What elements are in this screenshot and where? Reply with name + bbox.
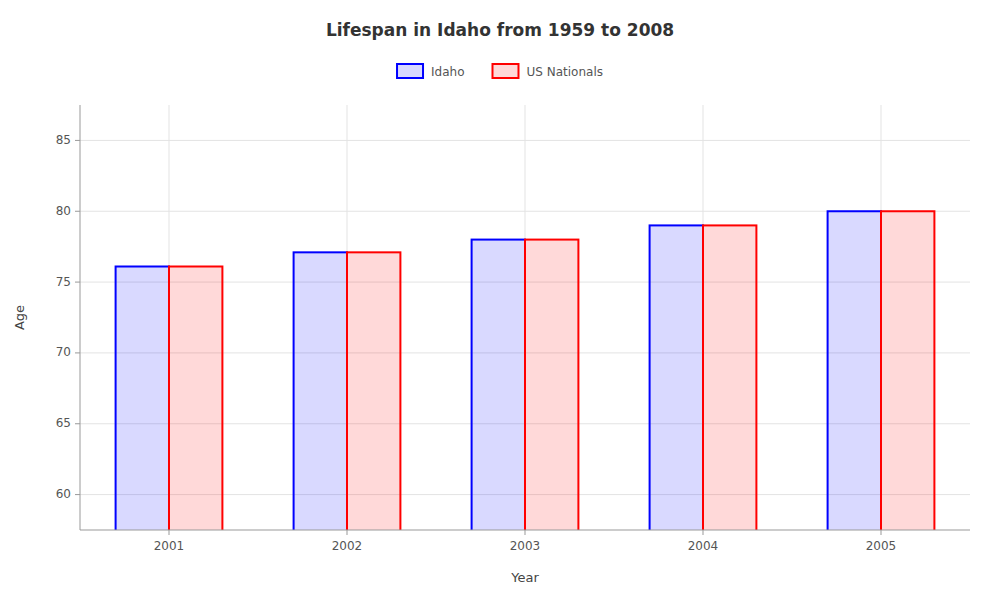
- y-tick-label: 65: [56, 416, 71, 430]
- x-tick-label: 2004: [688, 539, 719, 553]
- legend-item: US Nationals: [492, 64, 602, 79]
- bar: [828, 211, 881, 530]
- x-tick-label: 2001: [154, 539, 185, 553]
- bar: [881, 211, 934, 530]
- y-tick: [75, 423, 80, 424]
- y-tick: [75, 140, 80, 141]
- bar: [650, 225, 703, 530]
- axes: 60 65 70 75 80 85 2001 2002 2003 2004 2005: [56, 105, 970, 553]
- x-tick: [525, 530, 526, 535]
- y-axis-line: [80, 105, 81, 530]
- x-axis-label: Year: [510, 570, 539, 585]
- bar: [525, 240, 578, 530]
- legend-item: Idaho: [397, 64, 464, 79]
- bar: [116, 267, 169, 531]
- bar: [294, 252, 347, 530]
- legend-swatch: [397, 64, 423, 78]
- x-tick: [881, 530, 882, 535]
- x-tick: [347, 530, 348, 535]
- y-tick: [75, 352, 80, 353]
- y-tick-label: 85: [56, 133, 71, 147]
- x-tick-label: 2002: [332, 539, 363, 553]
- bar: [169, 267, 222, 531]
- y-tick-label: 80: [56, 204, 71, 218]
- x-tick: [169, 530, 170, 535]
- bar: [703, 225, 756, 530]
- y-tick: [75, 494, 80, 495]
- y-tick-label: 75: [56, 275, 71, 289]
- chart: 60 65 70 75 80 85 2001 2002 2003 2004 2005 Year Age L…: [0, 0, 1000, 600]
- bar: [347, 252, 400, 530]
- x-tick: [703, 530, 704, 535]
- bar: [472, 240, 525, 530]
- legend-label: US Nationals: [526, 65, 602, 79]
- x-tick-label: 2003: [510, 539, 541, 553]
- y-tick: [75, 211, 80, 212]
- bars: [116, 211, 935, 530]
- y-tick-label: 70: [56, 345, 71, 359]
- legend-label: Idaho: [431, 65, 464, 79]
- y-tick-label: 60: [56, 487, 71, 501]
- legend-swatch: [492, 64, 518, 78]
- title: Lifespan in Idaho from 1959 to 2008: [326, 20, 674, 40]
- x-tick-label: 2005: [866, 539, 897, 553]
- y-tick: [75, 282, 80, 283]
- legend: Idaho US Nationals: [397, 64, 603, 79]
- y-axis-label: Age: [12, 305, 27, 330]
